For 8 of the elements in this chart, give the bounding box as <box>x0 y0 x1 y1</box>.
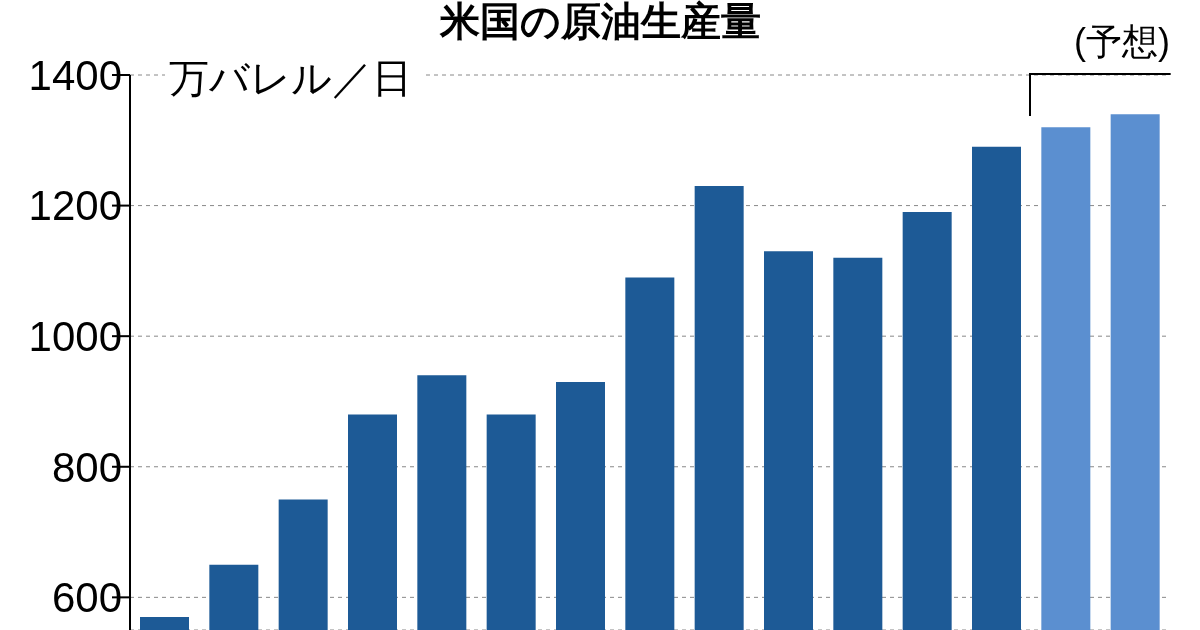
y-axis-title: 万バレル／日 <box>165 51 426 106</box>
y-tick-label: 600 <box>51 574 122 622</box>
y-tick-label: 1200 <box>28 182 122 230</box>
chart-title: 米国の原油生産量 <box>439 0 761 43</box>
text: (予想) <box>1074 20 1170 64</box>
y-tick-label: 800 <box>51 443 122 491</box>
y-tick-label: 1000 <box>28 313 122 361</box>
y-tick-label: 1400 <box>28 51 122 99</box>
